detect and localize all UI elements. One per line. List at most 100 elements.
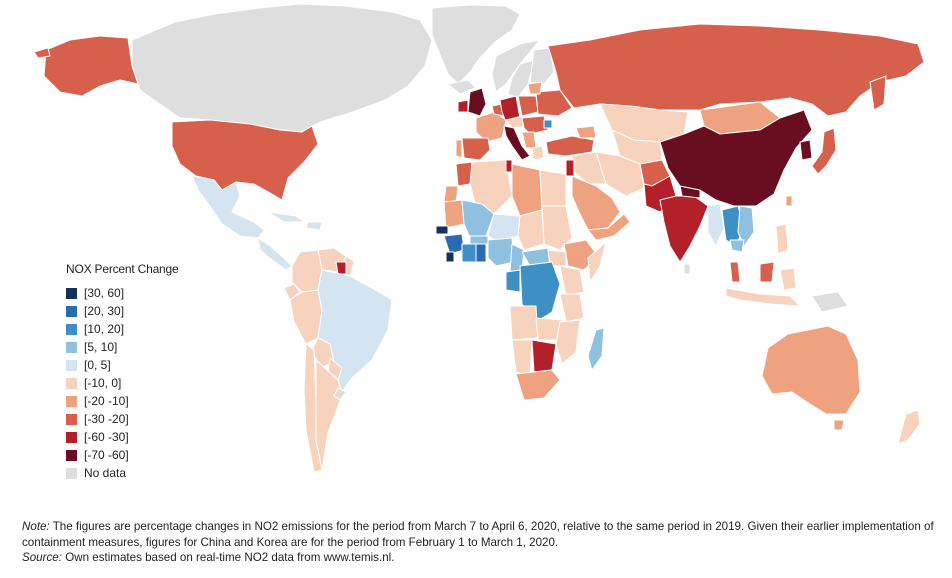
region-burkina xyxy=(469,235,489,245)
region-western-sahara xyxy=(443,185,459,203)
region-suriname xyxy=(335,261,347,275)
region-australia xyxy=(761,325,861,415)
legend-title: NOX Percent Change xyxy=(66,262,179,276)
region-ireland xyxy=(457,99,469,113)
region-south-africa xyxy=(515,369,561,401)
source-label: Source: xyxy=(22,551,62,565)
region-aleutian xyxy=(33,47,51,59)
region-sierra-leone xyxy=(445,251,455,263)
note-label: Note: xyxy=(22,520,50,533)
region-uganda-kenya xyxy=(559,265,585,297)
region-chad xyxy=(517,209,545,251)
legend-label: [-60 -30] xyxy=(84,430,129,444)
region-philippines xyxy=(775,223,789,255)
region-kamchatka xyxy=(869,75,887,111)
region-korea xyxy=(799,139,813,161)
region-canada xyxy=(131,3,433,133)
region-balkans xyxy=(521,131,537,149)
legend-item: [-60 -30] xyxy=(66,428,178,446)
legend-item: [0, 5] xyxy=(66,356,178,374)
region-ghana xyxy=(475,241,487,263)
legend-label: [10, 20] xyxy=(84,322,125,336)
region-iceland xyxy=(447,79,477,95)
region-mexico xyxy=(191,175,265,239)
region-bulgaria xyxy=(543,119,553,129)
region-new-guinea xyxy=(811,291,849,313)
region-nigeria xyxy=(487,237,515,267)
region-india xyxy=(659,195,709,263)
region-niger xyxy=(487,213,521,243)
region-indonesia xyxy=(725,287,801,307)
region-turkey xyxy=(545,135,595,157)
region-gabon-congo xyxy=(505,269,521,293)
legend-label: [20, 30] xyxy=(84,304,125,318)
legend-swatch xyxy=(66,323,77,335)
region-china xyxy=(659,109,813,207)
region-poland xyxy=(517,95,539,117)
note-paragraph: Note: The figures are percentage changes… xyxy=(22,519,942,550)
region-greece xyxy=(531,145,545,161)
region-botswana-zimbabwe xyxy=(531,339,557,373)
legend-label: [-10, 0] xyxy=(84,376,122,390)
region-cuba xyxy=(267,211,305,223)
region-ivory-coast xyxy=(461,243,477,263)
region-alaska xyxy=(43,35,139,97)
region-uruguay xyxy=(333,387,347,401)
legend-item: [-30 -20] xyxy=(66,410,178,428)
legend-swatch xyxy=(66,287,77,299)
region-madagascar xyxy=(587,327,605,371)
legend-label: [5, 10] xyxy=(84,340,118,354)
region-egypt xyxy=(539,169,567,207)
region-israel-lebanon xyxy=(565,159,575,177)
legend-label: [-20 -10] xyxy=(84,394,129,408)
region-mauritania xyxy=(443,199,465,229)
region-myanmar xyxy=(707,203,725,247)
legend-swatch xyxy=(66,467,77,479)
legend-item: [-70 -60] xyxy=(66,446,178,464)
region-namibia xyxy=(511,339,533,377)
legend-label: [0, 5] xyxy=(84,358,111,372)
region-russia xyxy=(547,23,925,117)
legend-swatch xyxy=(66,305,77,317)
region-belarus-ukraine xyxy=(535,89,573,117)
region-tanzania xyxy=(559,293,585,323)
legend-swatch xyxy=(66,377,77,389)
region-united-kingdom xyxy=(467,87,487,117)
region-libya xyxy=(511,163,543,217)
region-malaysia xyxy=(729,261,741,283)
region-sri-lanka xyxy=(683,263,691,275)
region-sulawesi xyxy=(779,267,797,291)
region-taiwan xyxy=(785,195,793,207)
region-somalia xyxy=(587,241,607,283)
source-text: Own estimates based on real-time NO2 dat… xyxy=(61,551,395,565)
legend-item: [-20 -10] xyxy=(66,392,178,410)
legend-item: [20, 30] xyxy=(66,302,178,320)
legend-swatch xyxy=(66,359,77,371)
region-guinea xyxy=(443,233,465,255)
region-tunisia xyxy=(505,159,513,173)
legend-item: No data xyxy=(66,464,178,482)
legend-swatch xyxy=(66,413,77,425)
figure-notes: Note: The figures are percentage changes… xyxy=(22,519,942,566)
region-greenland xyxy=(431,4,521,85)
source-paragraph: Source: Own estimates based on real-time… xyxy=(22,550,942,566)
legend-item: [30, 60] xyxy=(66,284,178,302)
region-italy xyxy=(503,125,531,161)
region-yemen-oman xyxy=(587,213,631,241)
region-united-states xyxy=(171,119,319,201)
region-borneo xyxy=(759,261,775,283)
legend-label: [-30 -20] xyxy=(84,412,129,426)
legend-swatch xyxy=(66,341,77,353)
region-colombia xyxy=(291,249,323,293)
region-brazil xyxy=(317,269,393,393)
region-finland xyxy=(529,47,555,85)
region-hispaniola xyxy=(305,221,323,231)
region-argentina xyxy=(315,359,343,471)
legend-label: [-70 -60] xyxy=(84,448,129,462)
legend-swatch xyxy=(66,431,77,443)
region-ecuador xyxy=(283,283,301,301)
legend-item: [-10, 0] xyxy=(66,374,178,392)
legend-item: [5, 10] xyxy=(66,338,178,356)
region-senegal xyxy=(435,225,449,235)
legend-swatch xyxy=(66,395,77,407)
